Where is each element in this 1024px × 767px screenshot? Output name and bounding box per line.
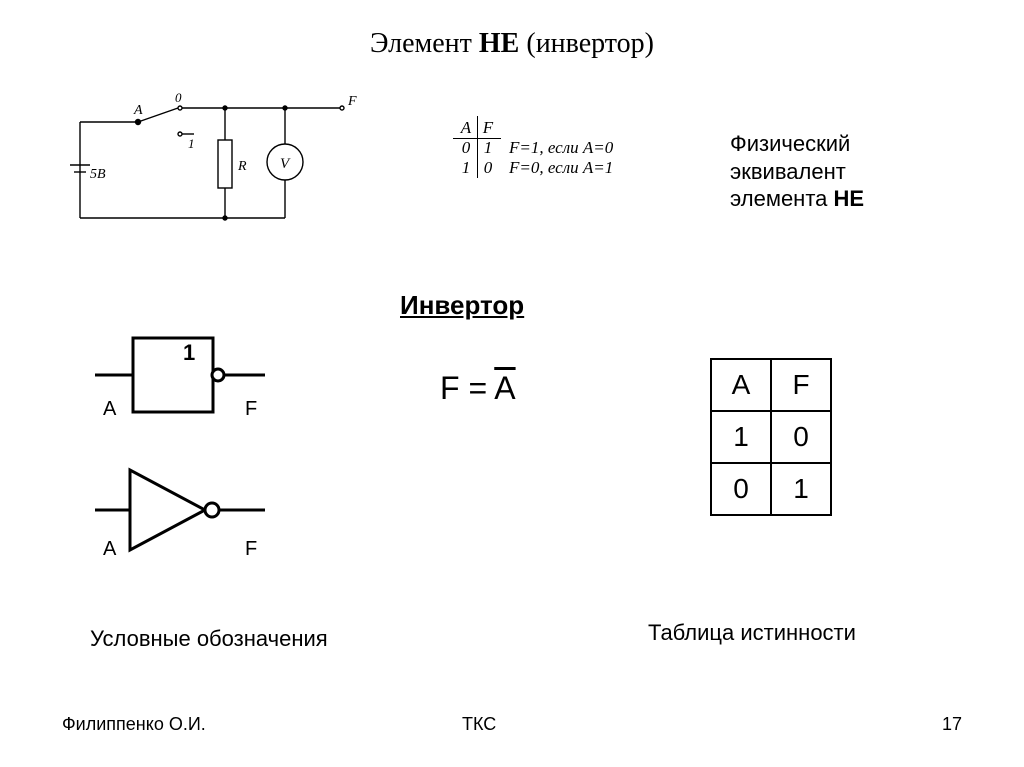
phys-line3-prefix: элемента [730,186,834,211]
tri-input-label: A [103,538,116,561]
title-bold: НЕ [479,28,519,59]
switch-zero: 0 [175,90,182,105]
circuit-A: A [133,103,143,118]
box-inner-label: 1 [183,340,195,365]
formula-lhs: F = [440,370,494,406]
tt-head-F: F [771,359,831,411]
table-row: 1 0 [711,411,831,463]
symbol-triangle-inverter: A F [95,460,275,565]
footer: Филиппенко О.И. ТКС 17 [62,714,962,735]
small-tt-r1-note: F=0, если A=1 [499,158,639,178]
footer-right: 17 [942,714,962,735]
title-prefix: Элемент [370,28,479,59]
symbols-caption: Условные обозначения [90,626,328,652]
phys-line3-bold: НЕ [834,186,865,211]
formula: F = A [440,370,516,407]
voltage-label: 5В [90,167,106,182]
table-caption: Таблица истинности [648,620,856,646]
truth-table: A F 1 0 0 1 [710,358,832,516]
small-tt-head-a: A [455,118,477,138]
tt-r0-c0: 1 [711,411,771,463]
physical-equivalent-label: Физический эквивалент элемента НЕ [730,130,864,213]
tt-head-A: A [711,359,771,411]
small-tt-r0-note: F=1, если A=0 [499,138,639,158]
small-tt-vline [477,116,478,178]
small-tt-r1-a: 1 [455,158,477,178]
footer-center: ТКС [462,714,496,735]
small-truth-table: A F 0 1 F=1, если A=0 1 0 F=0, если A=1 [455,118,639,178]
small-tt-head-f: F [477,118,499,138]
table-row: 0 1 [711,463,831,515]
phys-line2: эквивалент [730,158,864,186]
page-title: Элемент НЕ (инвертор) [0,28,1024,60]
circuit-F: F [347,94,357,109]
box-input-label: A [103,398,116,421]
small-tt-r0-a: 0 [455,138,477,158]
small-tt-r1-f: 0 [477,158,499,178]
section-title: Инвертор [400,290,524,321]
tri-output-label: F [245,538,257,561]
tt-r1-c1: 1 [771,463,831,515]
table-row: A F [711,359,831,411]
symbol-box-inverter: 1 A F [95,330,275,425]
footer-left: Филиппенко О.И. [62,714,206,734]
phys-line1: Физический [730,130,864,158]
tt-r0-c1: 0 [771,411,831,463]
small-tt-r0-f: 1 [477,138,499,158]
box-output-label: F [245,398,257,421]
switch-one: 1 [188,136,195,151]
resistor-label: R [237,159,247,174]
physical-circuit: 5В A 0 1 R V F [60,80,360,250]
title-suffix: (инвертор) [519,28,654,59]
tt-r1-c0: 0 [711,463,771,515]
formula-rhs: A [494,370,515,406]
